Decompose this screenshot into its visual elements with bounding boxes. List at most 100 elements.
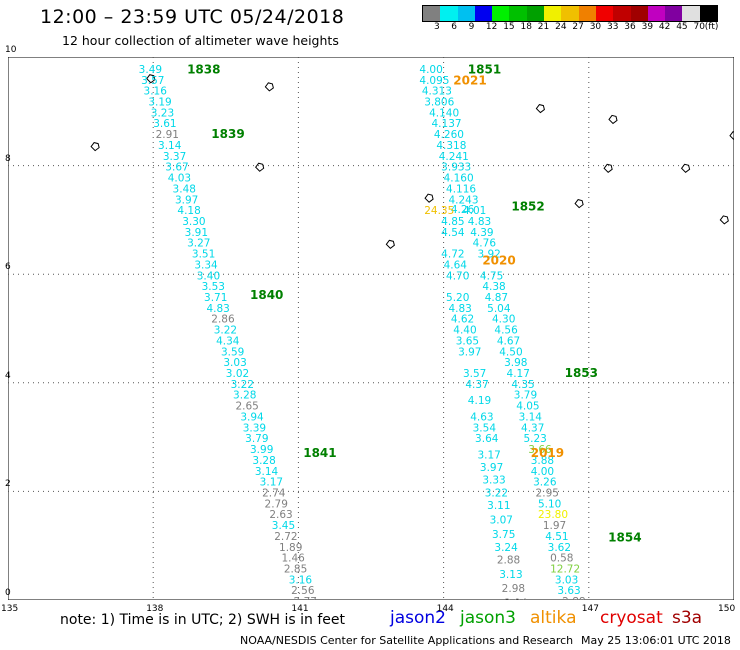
wave-height-value: 3.91 [185,227,208,239]
scale-swatch [561,6,579,21]
scale-label: 39 [641,22,654,32]
wave-height-value: 3.79 [514,390,537,402]
wave-height-value: 3.40 [197,270,220,282]
wave-height-value: 3.16 [144,86,168,98]
y-tick-label: 4 [5,370,11,381]
scale-label: 9 [468,22,475,32]
wave-height-value: 4.67 [497,335,520,347]
wave-height-value: 2.94 [504,598,528,600]
pass-time-label: 1838 [187,62,220,76]
scale-swatch [665,6,683,21]
x-tick-label: 135 [1,604,19,614]
wave-height-value: 4.00 [531,466,554,478]
scale-label: 21 [537,22,550,32]
wave-height-value: 4.01 [463,205,486,217]
scale-label: 15 [503,22,515,32]
wave-height-map: 3.493.573.163.193.233.612.913.143.373.67… [7,56,739,619]
scale-swatch [699,6,718,21]
wave-height-value: 3.64 [475,433,499,445]
wave-height-value: 3.03 [555,574,578,586]
scale-swatch [526,6,545,21]
scale-label: 18 [520,22,532,32]
island-outline [255,162,265,172]
wave-height-value: 4.37 [521,422,544,434]
wave-height-value: 2.63 [269,509,292,521]
scale-swatch [544,6,562,21]
wave-height-value: 4.116 [446,183,476,195]
page-title: 12:00 – 23:59 UTC 05/24/2018 [40,6,345,28]
island-outline [729,131,739,141]
island-outline [680,163,691,173]
wave-height-value: 4.18 [177,205,200,217]
pass-time-label: 2018 [565,598,598,600]
wave-height-value: 3.63 [557,585,580,597]
scale-swatch [647,6,666,21]
wave-height-value: 3.97 [458,346,481,358]
wave-height-value: 3.11 [487,500,510,512]
pass-time-label: 1854 [608,531,641,545]
wave-height-value: 3.67 [165,162,188,174]
wave-height-value: 3.24 [494,542,518,554]
wave-height-value: 2.91 [156,129,179,141]
scale-label: (ft) [704,22,719,32]
x-tick-label: 150 [718,604,736,614]
generation-date: May 25 13:06:01 UTC 2018 [581,634,731,647]
wave-height-value: 2.86 [211,314,235,326]
wave-height-value: 4.87 [485,292,508,304]
scale-swatch [474,6,493,21]
wave-height-value: 3.02 [226,368,249,380]
wave-height-value: 4.63 [470,411,493,423]
scale-swatch [492,6,510,21]
wave-height-value: 4.37 [465,379,488,391]
wave-height-value: 5.23 [523,433,546,445]
wave-height-value: 2.72 [274,531,297,543]
wave-height-value: 3.806 [424,97,454,109]
wave-height-value: 5.10 [538,498,561,510]
wave-height-value: 4.50 [499,346,522,358]
scale-swatch [509,6,527,21]
legend-item: altika [530,608,577,628]
wave-height-value: 4.260 [434,129,464,141]
wave-height-value: 3.13 [499,569,522,581]
y-tick-label: 10 [5,45,17,55]
scale-swatch [423,6,441,21]
wave-height-value: 2.56 [291,585,315,597]
scale-swatch [595,6,614,21]
wave-height-value: 3.92 [477,249,500,261]
wave-height-value: 12.72 [550,564,580,576]
scale-label: 12 [485,22,498,32]
wave-height-value: 4.76 [473,238,497,250]
x-tick-label: 144 [436,604,454,614]
wave-height-value: 4.241 [439,151,469,163]
wave-height-value: 4.64 [444,259,468,271]
wave-height-value: 4.72 [441,249,464,261]
scale-label: 36 [624,22,636,32]
scale-label: 70 [693,22,705,32]
wave-height-value: 4.56 [494,325,518,337]
wave-height-value: 4.318 [436,140,466,152]
wave-height-value: 5.04 [487,303,511,315]
wave-height-value: 4.313 [422,86,452,98]
island-outline [608,114,618,125]
wave-height-value: 4.75 [480,270,503,282]
wave-height-value: 3.14 [158,140,182,152]
wave-height-value: 4.26 [451,204,475,216]
wave-height-value: 4.095 [419,75,449,87]
wave-height-value: 4.137 [432,118,462,130]
wave-height-value: 3.22 [231,379,254,391]
map-frame [7,56,735,601]
island-outline [603,163,613,173]
island-outline [574,199,584,209]
wave-height-value: 2.79 [265,498,288,510]
map-area: 3.49 3.57 3.16 3.19 3.23 3.61 2.91 3.14 3.37 3.67… [7,56,739,619]
island-outline [385,239,395,249]
credit-line: NOAA/NESDIS Center for Satellite Applica… [240,634,574,647]
y-tick-label: 2 [5,479,11,490]
wave-height-value: 24.35 [424,205,454,217]
wave-height-value: 3.62 [548,542,571,554]
wave-height-value: 3.14 [255,466,279,478]
scale-label: 33 [607,22,619,32]
island-outline [146,74,156,84]
wave-height-value: 4.83 [468,216,491,228]
